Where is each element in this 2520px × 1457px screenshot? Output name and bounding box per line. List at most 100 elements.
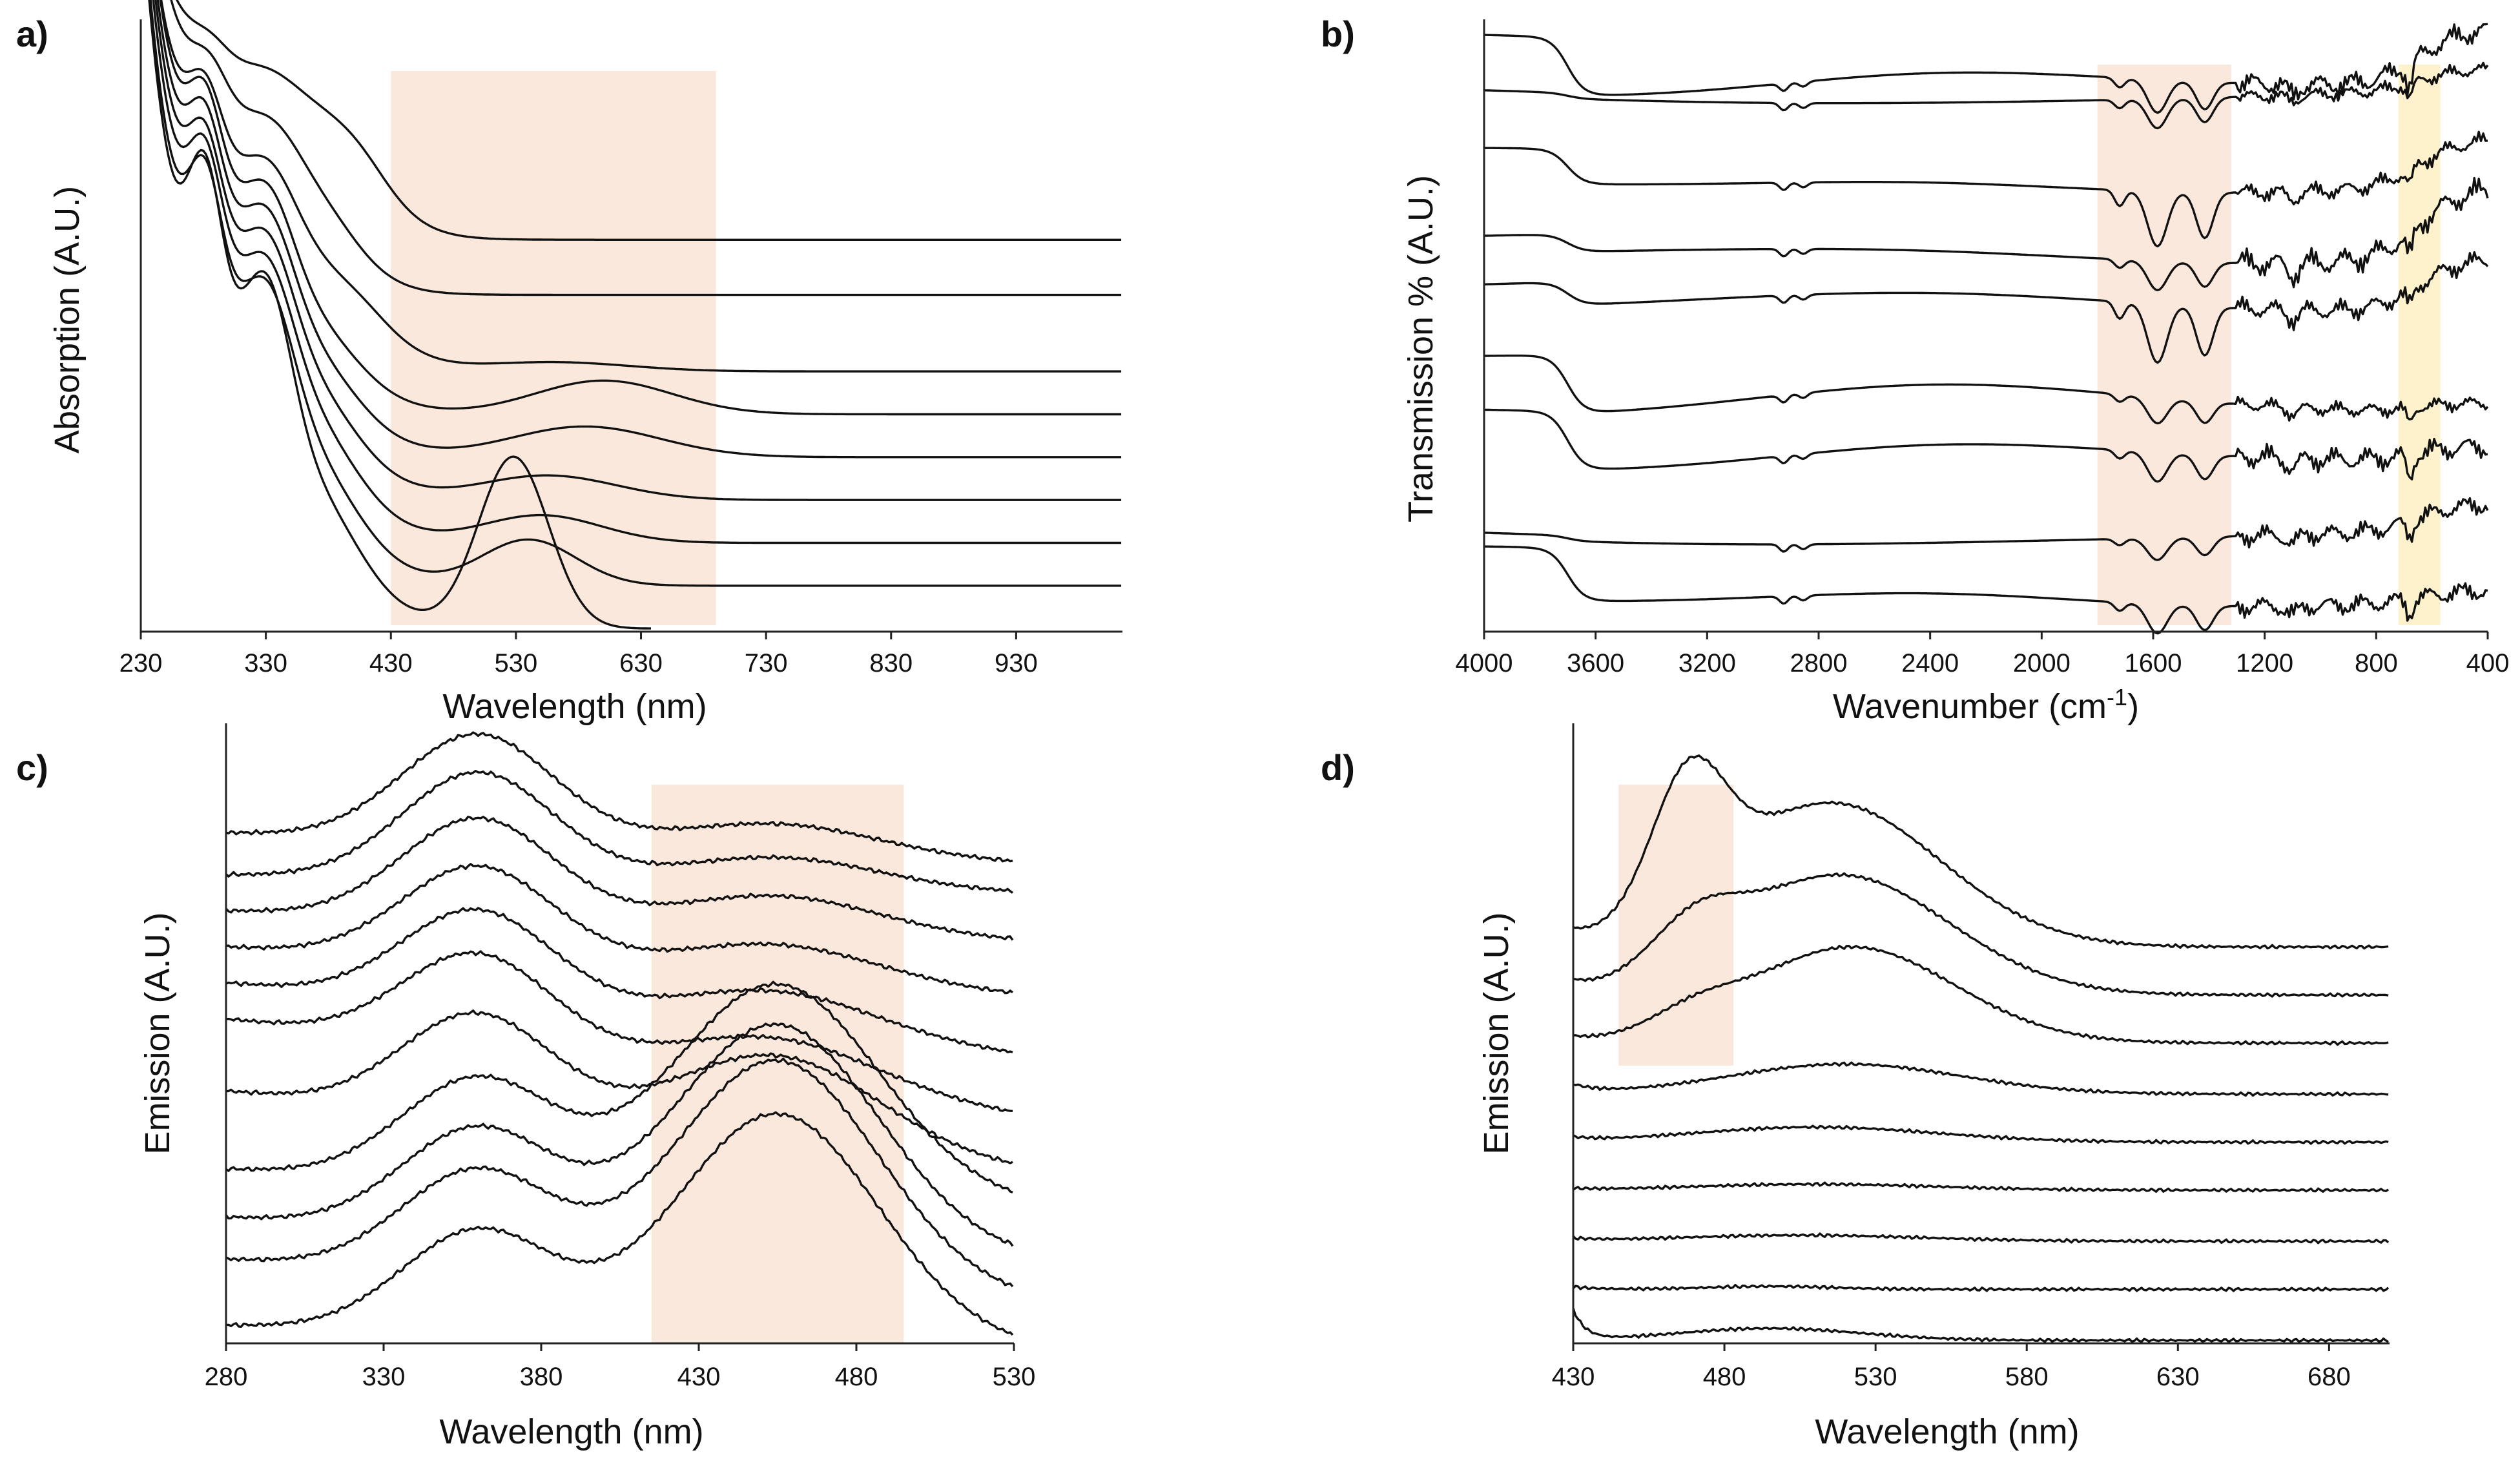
panel-a-tick-label: 330	[244, 649, 287, 677]
panel-d-highlight-1	[1618, 785, 1734, 1066]
panel-b-trace-7	[1483, 408, 2488, 483]
panel-b-highlight-1	[2097, 65, 2231, 625]
panel-b-tick-label: 1200	[2236, 649, 2293, 677]
panel-c-spectrum-7	[225, 1009, 1013, 1164]
panel-a-curve-8	[170, 0, 1122, 296]
panel-b-trace-2	[1483, 61, 2489, 130]
panel-c-spectrum-3	[225, 816, 1014, 941]
panel-d-spectrum-3	[1573, 944, 2389, 1046]
panel-a-label: a)	[16, 14, 48, 54]
panel-b-tick-label: 800	[2355, 649, 2398, 677]
panel-d-tick-label: 680	[2308, 1363, 2351, 1391]
panel-c-tick-label: 330	[362, 1363, 406, 1391]
panel-a-curve-7	[160, 0, 1122, 373]
panel-a-tick-label: 930	[995, 649, 1038, 677]
panel-a-highlight-1	[391, 71, 716, 625]
panel-b-trace-1	[1483, 23, 2488, 114]
panel-d-spectrum-1	[1573, 754, 2389, 950]
panel-c-tick-label: 430	[677, 1363, 721, 1391]
panel-d-spectrum-4	[1573, 1061, 2389, 1097]
panel-b-trace-9	[1483, 545, 2488, 635]
panel-d-spectrum-8	[1572, 1283, 2390, 1292]
panel-c-tick-label: 280	[205, 1363, 248, 1391]
panel-b-curves	[1483, 23, 2489, 635]
panel-d-tick-label: 480	[1703, 1363, 1746, 1391]
panel-b-ticks: 4000 3600 3200 2800 2400 2000 1600 1200 800 400	[1456, 632, 2510, 677]
panel-a-xlabel: Wavelength (nm)	[442, 687, 707, 726]
panel-d-spectrum-7	[1572, 1232, 2390, 1245]
panel-c-ylabel: Emission (A.U.)	[138, 912, 177, 1154]
panel-d-highlight-region	[1618, 785, 1734, 1066]
panel-a-curve-1	[148, 0, 651, 630]
panel-a-curve-3	[152, 0, 1122, 544]
panel-b-tick-label: 2000	[2013, 649, 2071, 677]
panel-c-spectrum-1	[225, 731, 1013, 863]
panel-d-ticks: 430 480 530 580 630 680	[1552, 1343, 2351, 1391]
panel-c-spectrum-2	[225, 770, 1013, 894]
panel-a-curve-5	[156, 0, 1122, 459]
panel-a-tick-label: 730	[745, 649, 788, 677]
panel-d-ylabel: Emission (A.U.)	[1477, 912, 1516, 1154]
panel-a-tick-label: 430	[369, 649, 413, 677]
panel-d-curves	[1572, 754, 2390, 1343]
panel-b-xlabel-sup: -1	[2107, 684, 2127, 710]
panel-a-ticks: 230 330 430 530 630 730 830 930	[119, 632, 1038, 677]
panel-a-absorption: 230 330 430 530 630 730 830 930 a) Wavelength (…	[16, 0, 1122, 726]
panel-a-curve-6	[159, 0, 1122, 416]
panel-d-emission: 430 480 530 580 630 680 d) Wavelength (nm) Em…	[1321, 723, 2390, 1451]
panel-b-xlabel-tail: )	[2127, 687, 2139, 726]
panel-c-spectrum-9	[225, 1022, 1014, 1247]
panel-d-label: d)	[1321, 747, 1355, 788]
panel-d-tick-label: 430	[1552, 1363, 1595, 1391]
panel-b-tick-label: 3200	[1678, 649, 1736, 677]
panel-c-label: c)	[16, 747, 48, 788]
panel-d-tick-label: 630	[2156, 1363, 2200, 1391]
panel-c-ticks: 280 330 380 430 480 530	[205, 1343, 1036, 1391]
panel-a-highlight-region	[391, 71, 716, 625]
panel-b-xlabel-main: Wavenumber (cm	[1833, 687, 2107, 726]
panel-c-xlabel: Wavelength (nm)	[439, 1412, 703, 1451]
panel-d-tick-label: 530	[1854, 1363, 1897, 1391]
panel-a-tick-label: 230	[119, 649, 163, 677]
panel-b-highlight-regions	[2097, 65, 2441, 625]
panel-b-trace-4	[1483, 176, 2489, 291]
panel-a-curve-2	[149, 0, 1122, 587]
panel-d-spectrum-6	[1573, 1181, 2389, 1193]
panel-a-curves	[148, 0, 1122, 630]
panel-b-highlight-2	[2398, 65, 2441, 625]
panel-d-axes	[1572, 723, 2390, 1345]
panel-b-trace-3	[1484, 130, 2488, 248]
panel-c-tick-label: 530	[993, 1363, 1036, 1391]
panel-c-spectrum-4	[225, 863, 1013, 995]
panel-b-tick-label: 1600	[2125, 649, 2182, 677]
panel-d-tick-label: 580	[2005, 1363, 2049, 1391]
panel-c-spectrum-8	[225, 980, 1013, 1194]
panel-c-axes	[225, 723, 1014, 1345]
panel-b-trace-5	[1483, 251, 2489, 364]
panel-b-transmission: 4000 3600 3200 2800 2400 2000 1600 1200 800 400 b…	[1321, 14, 2509, 726]
panel-b-tick-label: 400	[2466, 649, 2510, 677]
panel-c-spectrum-11	[225, 1111, 1014, 1336]
panel-a-axes	[139, 19, 1122, 633]
panel-c-spectrum-6	[225, 950, 1013, 1112]
panel-b-trace-6	[1484, 355, 2489, 425]
panel-a-tick-label: 830	[869, 649, 913, 677]
panel-b-tick-label: 4000	[1456, 649, 1513, 677]
panel-c-tick-label: 380	[520, 1363, 563, 1391]
panel-a-tick-label: 530	[495, 649, 538, 677]
panel-c-tick-label: 480	[835, 1363, 878, 1391]
panel-b-tick-label: 3600	[1567, 649, 1624, 677]
panel-c-spectrum-10	[225, 1057, 1014, 1288]
panel-b-tick-label: 2400	[1901, 649, 1959, 677]
panel-c-spectrum-5	[225, 907, 1013, 1053]
panel-b-label: b)	[1321, 14, 1355, 54]
panel-c-emission: 280 330 380 430 480 530 c) Wavelength (nm) Em…	[16, 723, 1035, 1451]
panel-d-spectrum-5	[1573, 1124, 2389, 1145]
panel-a-curve-9	[176, 0, 1122, 241]
panel-a-ylabel: Absorption (A.U.)	[48, 186, 87, 453]
panel-b-tick-label: 2800	[1790, 649, 1848, 677]
panel-d-spectrum-2	[1573, 872, 2389, 998]
panel-d-xlabel: Wavelength (nm)	[1815, 1412, 2079, 1451]
panel-b-axes	[1483, 19, 2488, 633]
